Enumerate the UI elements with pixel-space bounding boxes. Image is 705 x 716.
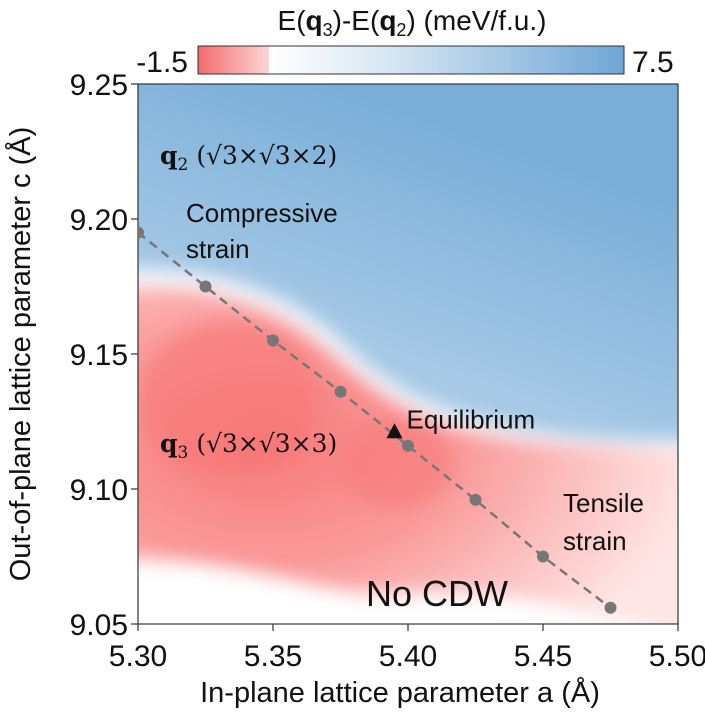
colorbar-title: E(q3)-E(q2) (meV/f.u.) xyxy=(278,5,547,40)
red-core-2 xyxy=(345,420,455,510)
q2-phase-label: q2 (√3×√3×2) xyxy=(160,141,337,175)
no-cdw-region xyxy=(138,560,620,624)
red-core xyxy=(140,320,320,480)
y-tick-label: 9.25 xyxy=(70,69,128,102)
tensile-label: Tensile xyxy=(563,488,644,518)
tensile-strain-label: strain xyxy=(563,526,627,556)
colorbar-min-label: -1.5 xyxy=(136,46,188,79)
x-tick-label: 5.50 xyxy=(649,640,705,673)
strain-path-point xyxy=(267,334,279,347)
compressive-strain-label: strain xyxy=(186,234,250,264)
x-tick-label: 5.35 xyxy=(244,640,302,673)
x-tick-label: 5.30 xyxy=(109,640,167,673)
x-tick-label: 5.45 xyxy=(514,640,572,673)
colorbar: -1.5 7.5 E(q3)-E(q2) (meV/f.u.) xyxy=(136,5,673,79)
strain-path-point xyxy=(537,550,549,563)
strain-path-point xyxy=(469,493,482,506)
strain-path xyxy=(138,226,617,614)
x-tick-label: 5.40 xyxy=(379,640,437,673)
y-axis-ticks: 9.05 9.10 9.15 9.20 9.25 xyxy=(70,69,138,642)
y-tick-label: 9.10 xyxy=(70,474,128,507)
equilibrium-label: Equilibrium xyxy=(407,404,536,434)
colorbar-gradient xyxy=(197,45,625,75)
q3-phase-label: q3 (√3×√3×3) xyxy=(160,429,337,463)
strain-path-point xyxy=(604,601,617,614)
colorbar-max-label: 7.5 xyxy=(632,46,674,79)
x-axis-ticks: 5.30 5.35 5.40 5.45 5.50 xyxy=(109,624,705,673)
x-axis-label: In-plane lattice parameter a (Å) xyxy=(200,676,600,709)
strain-path-line xyxy=(138,231,612,609)
y-tick-label: 9.20 xyxy=(70,204,128,237)
y-tick-label: 9.15 xyxy=(70,339,128,372)
no-cdw-label: No CDW xyxy=(366,573,508,614)
strain-path-point xyxy=(334,385,347,398)
strain-path-point xyxy=(138,226,144,239)
y-axis-label: Out-of-plane lattice parameter c (Å) xyxy=(4,127,37,582)
compressive-label: Compressive xyxy=(186,198,338,228)
strain-path-point xyxy=(199,280,212,293)
y-tick-label: 9.05 xyxy=(70,609,128,642)
equilibrium-marker xyxy=(386,423,403,439)
strain-path-point xyxy=(402,439,414,452)
